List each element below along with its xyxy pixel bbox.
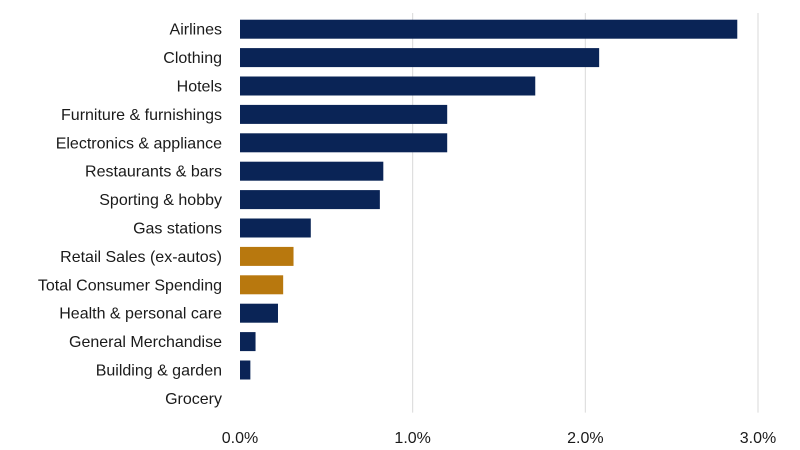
- category-label: Health & personal care: [59, 306, 222, 323]
- bar: [240, 161, 384, 181]
- bar: [240, 332, 256, 352]
- x-tick-label: 0.0%: [222, 430, 258, 447]
- category-label: Building & garden: [96, 363, 222, 380]
- bar: [240, 360, 251, 380]
- gridlines: [412, 13, 759, 413]
- bar: [240, 246, 294, 266]
- bar: [240, 218, 311, 238]
- bar: [240, 104, 448, 124]
- bar: [240, 76, 536, 96]
- x-tick-label: 3.0%: [740, 430, 776, 447]
- category-label: Airlines: [170, 22, 222, 39]
- x-tick-label: 2.0%: [567, 430, 603, 447]
- bar: [240, 275, 284, 295]
- x-tick-label: 1.0%: [394, 430, 430, 447]
- bar: [240, 48, 600, 68]
- category-label: Gas stations: [133, 221, 222, 238]
- category-label: Hotels: [177, 79, 222, 96]
- bar: [240, 190, 380, 210]
- bars: [240, 19, 738, 380]
- category-label: Furniture & furnishings: [61, 107, 222, 124]
- category-label: Restaurants & bars: [85, 164, 222, 181]
- category-label: General Merchandise: [69, 334, 222, 351]
- category-label: Grocery: [165, 391, 222, 408]
- category-labels: Airlines Clothing Hotels Furniture & furnis…: [38, 22, 222, 408]
- x-axis-tick-labels: 0.0% 1.0% 2.0% 3.0%: [222, 430, 776, 447]
- category-label: Clothing: [163, 50, 222, 67]
- bar: [240, 303, 278, 323]
- category-label: Electronics & appliance: [56, 135, 222, 152]
- bar: [240, 19, 738, 39]
- category-label: Total Consumer Spending: [38, 277, 222, 294]
- bar: [240, 133, 448, 153]
- category-label: Sporting & hobby: [99, 192, 222, 209]
- category-label: Retail Sales (ex-autos): [60, 249, 222, 266]
